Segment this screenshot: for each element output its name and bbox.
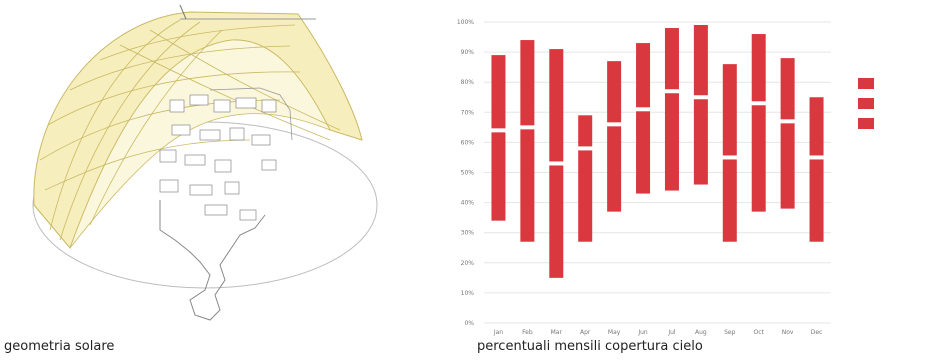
y-tick-label: 70%: [461, 109, 475, 116]
y-tick-label: 50%: [461, 170, 475, 177]
bar-lower-segment: [664, 93, 679, 191]
y-tick-label: 30%: [461, 230, 475, 237]
bar-lower-segment: [549, 165, 564, 278]
site-outline-2: [209, 87, 293, 141]
bar-lower-segment: [751, 105, 766, 212]
bar-lower-segment: [722, 159, 737, 242]
x-tick-label: Aug: [695, 329, 707, 336]
x-tick-label: Apr: [580, 329, 591, 336]
y-tick-label: 90%: [461, 49, 475, 56]
legend-swatch: [858, 78, 874, 89]
bar-upper-segment: [751, 34, 766, 102]
bar-upper-segment: [607, 61, 622, 123]
x-tick-label: Feb: [522, 329, 533, 336]
bar-upper-segment: [636, 43, 651, 108]
bar-lower-segment: [809, 159, 824, 242]
caption-cloud-cover: percentuali mensili copertura cielo: [477, 339, 703, 354]
x-tick-label: Oct: [754, 329, 765, 336]
y-tick-label: 20%: [461, 260, 475, 267]
y-tick-label: 10%: [461, 290, 475, 297]
bar-lower-segment: [520, 129, 535, 242]
x-tick-label: Nov: [782, 329, 794, 336]
chart-svg: 0% 10% 20% 30% 40% 50% 60% 70% 80% 90% 100% Jan Feb M…: [457, 19, 874, 336]
y-tick-label: 80%: [461, 79, 475, 86]
bar-upper-segment: [809, 97, 824, 156]
sun-path-dome-drawing: [32, 4, 378, 321]
bar-lower-segment: [578, 150, 593, 242]
y-tick-label: 60%: [461, 139, 475, 146]
x-tick-label: Dec: [811, 329, 823, 336]
legend-swatch: [858, 118, 874, 129]
bar-upper-segment: [520, 40, 535, 126]
bar-upper-segment: [549, 49, 564, 162]
bar-upper-segment: [780, 58, 795, 120]
axis-layer: 0% 10% 20% 30% 40% 50% 60% 70% 80% 90% 100% Jan Feb M…: [457, 19, 823, 336]
site-outline: [159, 200, 266, 321]
x-tick-label: Sep: [724, 329, 736, 336]
x-tick-label: May: [608, 329, 621, 336]
bar-lower-segment: [636, 111, 651, 194]
y-tick-label: 100%: [457, 19, 474, 26]
bar-lower-segment: [693, 99, 708, 185]
bar-upper-segment: [491, 55, 506, 129]
bar-lower-segment: [491, 132, 506, 221]
x-tick-label: Mar: [551, 329, 563, 336]
legend: [858, 78, 874, 129]
grid-layer: [484, 21, 831, 324]
x-tick-label: Jan: [493, 329, 503, 336]
x-tick-label: Jun: [637, 329, 648, 336]
y-tick-label: 40%: [461, 200, 475, 207]
bar-lower-segment: [607, 126, 622, 212]
bar-layer: [491, 25, 824, 278]
caption-geometry: geometria solare: [4, 339, 115, 354]
legend-swatch: [858, 98, 874, 109]
dome-grid-lines: [39, 19, 341, 241]
zenith-marker: [179, 4, 187, 20]
building-cluster: [159, 94, 277, 221]
y-tick-label: 0%: [464, 320, 474, 327]
x-tick-label: Jul: [667, 329, 676, 336]
solar-geometry-diagram: [0, 0, 400, 340]
dome-inner: [69, 39, 331, 249]
bar-upper-segment: [722, 64, 737, 156]
cloud-cover-chart: 0% 10% 20% 30% 40% 50% 60% 70% 80% 90% 100% Jan Feb M…: [440, 0, 929, 340]
bar-upper-segment: [693, 25, 708, 96]
bar-lower-segment: [780, 123, 795, 209]
bar-upper-segment: [664, 28, 679, 90]
bar-upper-segment: [578, 115, 593, 147]
